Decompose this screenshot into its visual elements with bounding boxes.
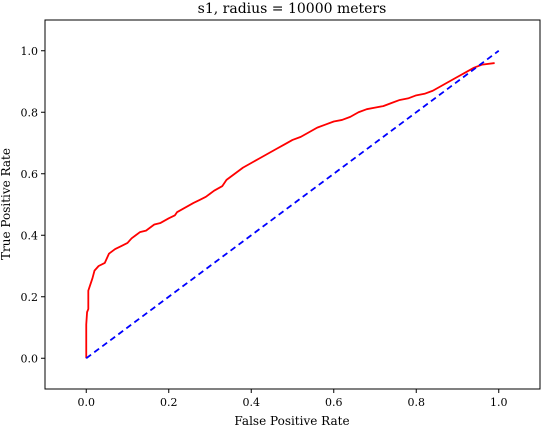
chart-title: s1, radius = 10000 meters xyxy=(198,1,387,17)
x-tick-label: 0.8 xyxy=(408,396,426,409)
x-axis-label: False Positive Rate xyxy=(234,414,349,428)
x-tick-label: 0.2 xyxy=(160,396,178,409)
x-tick-label: 0.6 xyxy=(325,396,343,409)
x-axis-ticks: 0.0 0.2 0.4 0.6 0.8 1.0 xyxy=(78,389,508,409)
roc-curve-line xyxy=(85,62,495,359)
y-tick-label: 0.2 xyxy=(21,291,39,304)
y-axis-ticks: 0.0 0.2 0.4 0.6 0.8 1.0 xyxy=(21,45,45,365)
y-tick-label: 1.0 xyxy=(21,45,39,58)
x-tick-label: 1.0 xyxy=(490,396,508,409)
plot-frame xyxy=(44,19,541,390)
y-tick-label: 0.6 xyxy=(21,168,39,181)
y-tick-label: 0.8 xyxy=(21,106,39,119)
x-tick-label: 0.4 xyxy=(243,396,261,409)
x-tick-label: 0.0 xyxy=(78,396,96,409)
diagonal-reference-line xyxy=(85,50,500,359)
y-tick-label: 0.0 xyxy=(21,352,39,365)
series-layer xyxy=(85,50,500,359)
y-axis-label: True Positive Rate xyxy=(0,148,13,260)
y-tick-label: 0.4 xyxy=(21,229,39,242)
